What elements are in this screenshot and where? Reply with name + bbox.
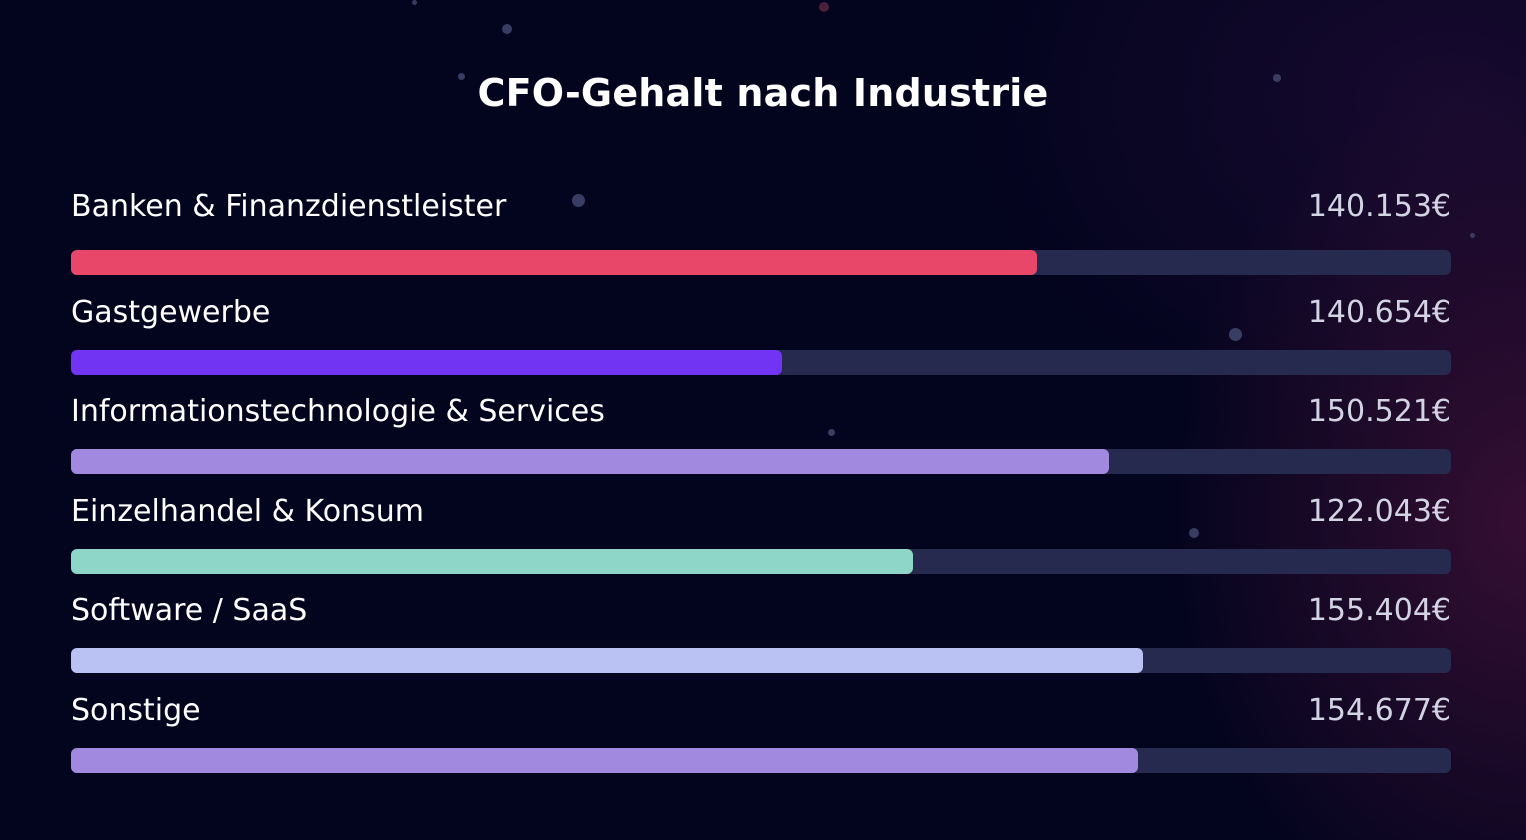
bar-value-label: 140.153€ <box>1307 189 1451 224</box>
chart-title: CFO-Gehalt nach Industrie <box>477 71 1049 115</box>
bar-track <box>71 449 1451 474</box>
bar-label: Informationstechnologie & Services <box>71 394 605 429</box>
bar-row: Banken & Finanzdienstleister 140.153€ <box>71 186 1451 275</box>
bar <box>71 250 1037 275</box>
bar-row: Gastgewerbe 140.654€ <box>71 292 1451 375</box>
bar-track <box>71 549 1451 574</box>
bar-track <box>71 648 1451 673</box>
bar <box>71 748 1138 773</box>
bar <box>71 449 1109 474</box>
bar <box>71 350 782 375</box>
bar-label: Gastgewerbe <box>71 295 271 330</box>
background-dot <box>1470 233 1475 238</box>
bar-track <box>71 748 1451 773</box>
bar-track <box>71 250 1451 275</box>
background-dot <box>458 73 465 80</box>
background-dot <box>1273 74 1281 82</box>
background-dot <box>502 24 512 34</box>
background-dot <box>1189 528 1199 538</box>
bar-value-label: 150.521€ <box>1307 394 1451 429</box>
bar-label: Einzelhandel & Konsum <box>71 494 424 529</box>
bar-track <box>71 350 1451 375</box>
bar <box>71 549 913 574</box>
background-dot <box>572 194 585 207</box>
bar-label: Software / SaaS <box>71 593 308 628</box>
bar-row: Einzelhandel & Konsum 122.043€ <box>71 491 1451 574</box>
bar-value-label: 155.404€ <box>1307 593 1451 628</box>
bar-row: Sonstige 154.677€ <box>71 690 1451 773</box>
background-dot <box>412 0 417 5</box>
bar-label: Sonstige <box>71 693 201 728</box>
bar-value-label: 140.654€ <box>1307 295 1451 330</box>
bar-row: Software / SaaS 155.404€ <box>71 590 1451 673</box>
bar-label: Banken & Finanzdienstleister <box>71 189 507 224</box>
background-dot <box>1229 328 1242 341</box>
background-dot <box>819 2 829 12</box>
bar-value-label: 154.677€ <box>1307 693 1451 728</box>
bar-row: Informationstechnologie & Services 150.52… <box>71 391 1451 474</box>
bar <box>71 648 1143 673</box>
bar-value-label: 122.043€ <box>1307 494 1451 529</box>
background-dot <box>828 429 835 436</box>
